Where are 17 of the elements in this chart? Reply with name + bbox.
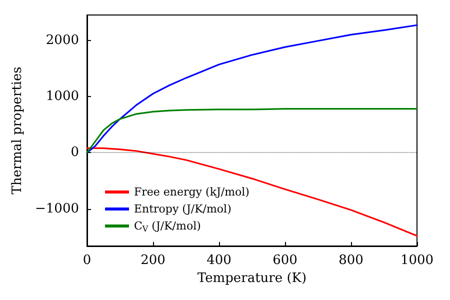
legend-label: Entropy (J/K/mol) (134, 202, 232, 216)
line-series (86, 147, 418, 237)
y-tick-label: −1000 (35, 201, 79, 216)
x-tick-label: 600 (272, 253, 298, 268)
x-axis-title: Temperature (K) (197, 270, 307, 286)
x-tick-label: 800 (338, 253, 364, 268)
x-tick-label: 1000 (400, 253, 434, 268)
y-axis-title: Thermal properties (10, 66, 26, 194)
x-tick-label: 200 (140, 253, 166, 268)
line-series (86, 108, 418, 154)
x-tick-label: 0 (82, 253, 92, 268)
y-tick-label: 1000 (46, 88, 79, 104)
y-tick-label: 0 (70, 145, 79, 160)
x-tick-label: 400 (206, 253, 232, 268)
y-tick-label: 2000 (46, 32, 79, 48)
legend-label: Free energy (kJ/mol) (134, 186, 250, 198)
line-series (86, 24, 418, 154)
